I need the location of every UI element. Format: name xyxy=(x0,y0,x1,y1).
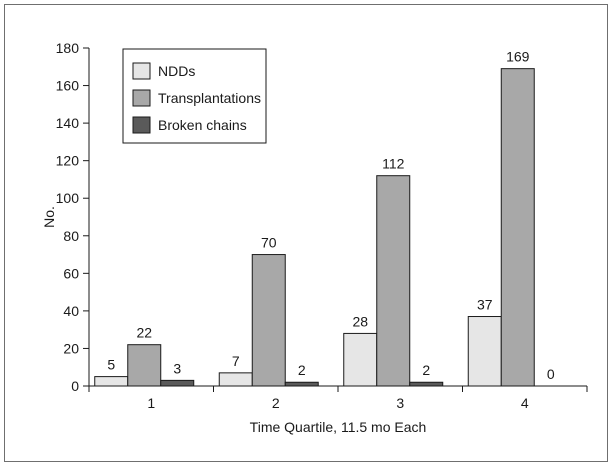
legend-swatch-transplantations xyxy=(132,89,151,107)
data-label-transplantations-4: 169 xyxy=(506,49,530,65)
legend-swatch-ndds xyxy=(132,62,151,80)
bar-ndds-3 xyxy=(343,332,378,387)
data-label-broken-chains-3: 2 xyxy=(422,362,430,378)
bar-broken-chains-2 xyxy=(284,381,319,387)
data-label-broken-chains-2: 2 xyxy=(298,362,306,378)
data-label-broken-chains-4: 0 xyxy=(547,366,555,382)
x-tick-label-2: 2 xyxy=(272,395,280,411)
legend-swatch-broken-chains xyxy=(132,116,151,134)
data-label-transplantations-2: 70 xyxy=(261,235,277,251)
y-tick-label-160: 160 xyxy=(56,78,80,94)
bar-ndds-4 xyxy=(467,316,502,387)
data-label-ndds-1: 5 xyxy=(107,357,115,373)
bar-transplantations-3 xyxy=(376,175,411,387)
y-tick-label-180: 180 xyxy=(56,40,80,56)
data-label-ndds-4: 37 xyxy=(477,297,493,313)
x-axis-title: Time Quartile, 11.5 mo Each xyxy=(250,419,427,435)
bar-ndds-1 xyxy=(94,376,129,387)
y-tick-label-100: 100 xyxy=(56,190,80,206)
legend-label-ndds: NDDs xyxy=(158,63,195,79)
data-label-ndds-2: 7 xyxy=(232,353,240,369)
y-tick-label-60: 60 xyxy=(63,265,79,281)
x-tick-label-3: 3 xyxy=(396,395,404,411)
y-tick-label-120: 120 xyxy=(56,153,80,169)
bar-transplantations-2 xyxy=(251,254,286,387)
y-tick-label-80: 80 xyxy=(63,228,79,244)
data-label-ndds-3: 28 xyxy=(352,313,368,329)
y-tick-label-0: 0 xyxy=(71,378,79,394)
x-tick-label-1: 1 xyxy=(147,395,155,411)
x-tick-label-4: 4 xyxy=(521,395,529,411)
y-axis-title: No. xyxy=(41,206,57,228)
bar-ndds-2 xyxy=(218,372,253,387)
y-tick-label-20: 20 xyxy=(63,340,79,356)
legend: NDDs Transplantations Broken chains xyxy=(122,48,267,144)
bar-broken-chains-3 xyxy=(409,381,444,387)
y-tick-label-40: 40 xyxy=(63,303,79,319)
y-tick-label-140: 140 xyxy=(56,115,80,131)
data-label-broken-chains-1: 3 xyxy=(173,360,181,376)
data-label-transplantations-3: 112 xyxy=(382,156,405,172)
legend-label-transplantations: Transplantations xyxy=(158,90,261,106)
bar-broken-chains-1 xyxy=(160,379,195,387)
bar-transplantations-1 xyxy=(127,344,162,387)
bars xyxy=(94,68,535,387)
chart-frame: NDDs Transplantations Broken chains 5 22 3 7 7… xyxy=(4,4,608,462)
data-label-transplantations-1: 22 xyxy=(136,325,152,341)
legend-label-broken-chains: Broken chains xyxy=(158,117,247,133)
bar-transplantations-4 xyxy=(500,68,535,387)
